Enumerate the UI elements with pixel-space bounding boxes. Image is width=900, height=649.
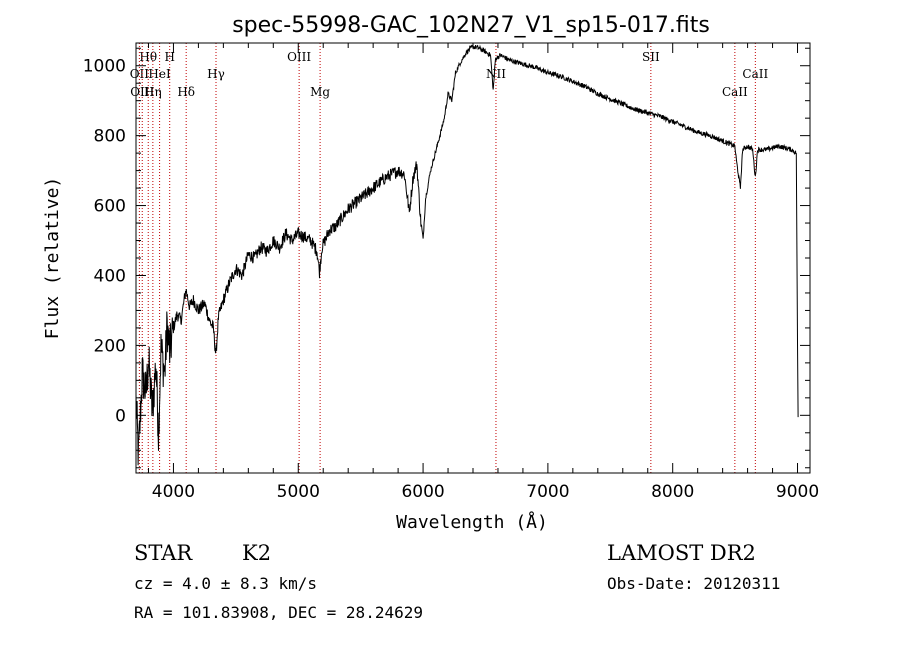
y-axis-label: Flux (relative) bbox=[42, 177, 63, 340]
subclass-label: K2 bbox=[242, 541, 271, 565]
spectrum-line bbox=[135, 44, 799, 466]
emission-line-label: Hγ bbox=[207, 67, 225, 81]
emission-line-label: H bbox=[164, 50, 174, 64]
axis-ticks: 4000 5000 6000 7000 8000 9000 0 200 400 600 800 100… bbox=[83, 43, 819, 502]
emission-line-label: Mg bbox=[310, 85, 330, 99]
coords-text: RA = 101.83908, DEC = 28.24629 bbox=[134, 603, 423, 622]
emission-line-label: Hη bbox=[144, 85, 162, 99]
emission-line-label: NII bbox=[486, 67, 506, 81]
x-tick-label: 8000 bbox=[651, 482, 694, 502]
x-tick-label: 5000 bbox=[277, 482, 320, 502]
emission-line-label: CaII bbox=[722, 85, 748, 99]
class-label: STAR bbox=[134, 541, 193, 565]
y-tick-label: 200 bbox=[94, 336, 126, 356]
y-tick-label: 800 bbox=[94, 127, 126, 147]
x-tick-label: 4000 bbox=[152, 482, 195, 502]
emission-line-label: Hθ bbox=[139, 50, 157, 64]
emission-line-label: OIII bbox=[287, 50, 311, 64]
y-tick-label: 0 bbox=[115, 406, 126, 426]
emission-line-label: CaII bbox=[742, 67, 768, 81]
emission-line-label: HeI bbox=[148, 67, 171, 81]
emission-line-label: Hδ bbox=[177, 85, 195, 99]
y-tick-label: 600 bbox=[94, 197, 126, 217]
x-tick-label: 6000 bbox=[401, 482, 444, 502]
y-tick-label: 400 bbox=[94, 266, 126, 286]
x-axis-label: Wavelength (Å) bbox=[396, 511, 548, 533]
obs-date-text: Obs-Date: 20120311 bbox=[607, 574, 780, 593]
y-tick-label: 1000 bbox=[83, 57, 126, 77]
x-tick-label: 7000 bbox=[526, 482, 569, 502]
emission-line-label: SII bbox=[642, 50, 660, 64]
cz-text: cz = 4.0 ± 8.3 km/s bbox=[134, 574, 317, 593]
chart-title: spec-55998-GAC_102N27_V1_sp15-017.fits bbox=[232, 13, 710, 38]
x-tick-label: 9000 bbox=[776, 482, 819, 502]
plot-frame bbox=[135, 42, 811, 474]
emission-line-label: OII bbox=[130, 67, 150, 81]
survey-label: LAMOST DR2 bbox=[607, 541, 756, 565]
